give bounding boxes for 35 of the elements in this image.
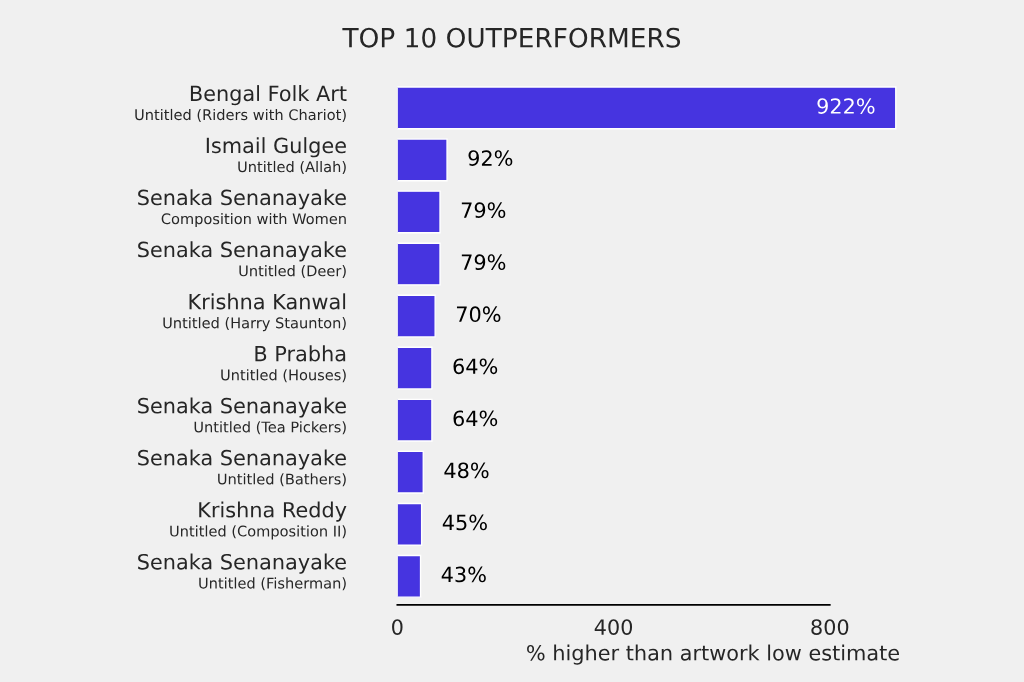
bar	[397, 398, 433, 442]
data-label: 64%	[453, 358, 498, 375]
bar	[397, 242, 441, 286]
y-tick-label: Senaka Senanayake Untitled (Bathers)	[138, 449, 346, 487]
bar	[397, 450, 424, 494]
data-label: 48%	[444, 462, 489, 479]
y-tick-label: Senaka Senanayake Composition with Women	[138, 189, 346, 228]
x-tick-label: 0	[392, 619, 403, 635]
bar	[397, 346, 433, 390]
y-tick-label: Senaka Senanayake Untitled (Deer)	[138, 241, 346, 279]
y-tick-label: B Prabha Untitled (Houses)	[221, 345, 346, 383]
bar	[397, 294, 436, 338]
y-tick-label: Krishna Reddy Untitled (Composition II)	[170, 501, 347, 540]
data-label: 79%	[461, 254, 506, 271]
y-tick-label: Senaka Senanayake Untitled (Tea Pickers)	[138, 397, 346, 435]
chart-title: TOP 10 OUTPERFORMERS	[342, 27, 681, 48]
y-tick-label: Ismail Gulgee Untitled (Allah)	[206, 137, 346, 174]
data-label: 922%	[817, 98, 875, 114]
bar	[397, 86, 897, 130]
bar	[397, 554, 422, 598]
data-label: 92%	[468, 150, 513, 166]
data-label: 79%	[461, 202, 506, 219]
x-axis-title: % higher than artwork low estimate	[527, 644, 899, 665]
data-label: 70%	[456, 306, 501, 323]
data-label: 64%	[453, 410, 498, 427]
bar	[397, 190, 441, 234]
bar	[397, 138, 448, 182]
bar	[397, 502, 423, 546]
data-label: 45%	[442, 514, 487, 531]
x-tick-label: 800	[811, 619, 849, 635]
x-tick-label: 400	[594, 619, 633, 635]
y-tick-label: Senaka Senanayake Untitled (Fisherman)	[138, 553, 346, 591]
y-tick-label: Krishna Kanwal Untitled (Harry Staunton)	[163, 293, 346, 332]
y-tick-label: Bengal Folk Art Untitled (Riders with Chariot)	[135, 85, 347, 122]
data-label: 43%	[441, 566, 486, 583]
